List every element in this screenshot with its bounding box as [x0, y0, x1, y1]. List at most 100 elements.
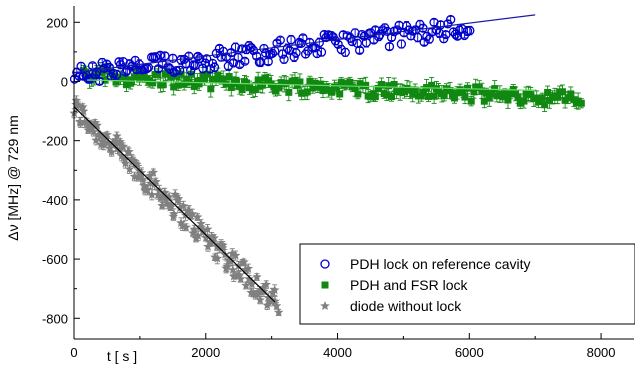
data-point [446, 87, 454, 95]
data-point [306, 77, 314, 85]
x-tick-label: 0 [70, 345, 77, 360]
legend-label-1: PDH and FSR lock [350, 277, 468, 293]
x-tick-label: 6000 [455, 345, 484, 360]
data-point [164, 191, 174, 201]
data-point [195, 53, 205, 64]
data-point [115, 145, 125, 155]
data-point [209, 62, 220, 72]
data-point [193, 230, 203, 240]
data-point [255, 295, 265, 305]
data-point [204, 70, 212, 78]
data-point [230, 42, 241, 52]
data-point [441, 29, 451, 40]
data-point [567, 90, 575, 98]
data-point [184, 205, 194, 215]
data-point [541, 101, 549, 109]
data-point [354, 45, 365, 55]
data-point [406, 86, 414, 94]
data-point [116, 151, 127, 160]
data-point [277, 49, 288, 59]
data-point [406, 31, 416, 41]
data-point [122, 81, 130, 89]
data-point [169, 209, 179, 219]
data-point [115, 60, 126, 70]
data-point [270, 296, 280, 306]
data-point [354, 90, 362, 98]
data-point [83, 125, 93, 135]
data-point [201, 232, 211, 242]
data-point [75, 117, 86, 127]
x-axis-title: t [ s ] [107, 348, 137, 364]
data-point [92, 67, 102, 77]
data-point [94, 76, 105, 86]
data-point [271, 87, 279, 95]
legend-entry-2: diode without lock [320, 298, 462, 314]
data-point [413, 32, 423, 43]
data-point [284, 45, 295, 56]
data-point [225, 73, 233, 81]
data-point [261, 74, 269, 82]
data-point [239, 257, 249, 267]
data-point [243, 79, 251, 87]
data-point [270, 82, 278, 90]
data-point [374, 85, 382, 93]
data-point [208, 75, 216, 83]
data-point [419, 88, 427, 96]
data-point [103, 137, 114, 147]
data-point [78, 101, 88, 111]
data-point [195, 80, 203, 88]
data-point [216, 52, 226, 62]
data-point [92, 120, 102, 130]
data-point [328, 88, 336, 96]
data-point [98, 69, 106, 77]
data-point [424, 92, 432, 100]
data-point [192, 212, 203, 222]
data-point [472, 83, 480, 91]
data-point [516, 99, 524, 107]
data-point [195, 221, 205, 231]
data-point [241, 280, 251, 290]
data-point [174, 81, 182, 89]
data-point [200, 58, 211, 68]
data-point [112, 131, 122, 141]
data-point [357, 29, 367, 40]
data-point [267, 48, 278, 59]
data-point [155, 193, 166, 203]
data-point [247, 279, 257, 289]
data-point [124, 146, 134, 156]
data-point [240, 56, 250, 66]
data-point [232, 76, 240, 84]
x-tick-label: 8000 [587, 345, 616, 360]
y-tick-label: -800 [42, 311, 68, 326]
data-point [190, 60, 200, 71]
series-1 [79, 61, 585, 112]
fit-line-2 [73, 106, 276, 303]
data-point [300, 49, 311, 59]
data-point [450, 94, 458, 102]
data-point [577, 99, 585, 107]
data-point [155, 50, 165, 60]
plot-marks [69, 14, 585, 317]
data-point [103, 66, 111, 74]
data-point [88, 126, 99, 136]
data-point [342, 31, 352, 41]
data-point [222, 80, 230, 88]
data-point [228, 265, 238, 274]
data-point [234, 270, 245, 280]
data-point [202, 54, 212, 64]
data-point [173, 193, 184, 203]
data-point [384, 41, 395, 52]
data-point [428, 81, 436, 89]
data-point [218, 240, 228, 250]
data-point [261, 279, 271, 289]
data-point [214, 71, 222, 79]
data-point [269, 285, 280, 295]
data-point [124, 164, 135, 174]
data-point [514, 93, 522, 101]
x-tick-label: 4000 [323, 345, 352, 360]
data-point [409, 90, 417, 98]
x-tick-label: 2000 [191, 345, 220, 360]
data-point [459, 88, 467, 96]
data-point [171, 66, 182, 76]
